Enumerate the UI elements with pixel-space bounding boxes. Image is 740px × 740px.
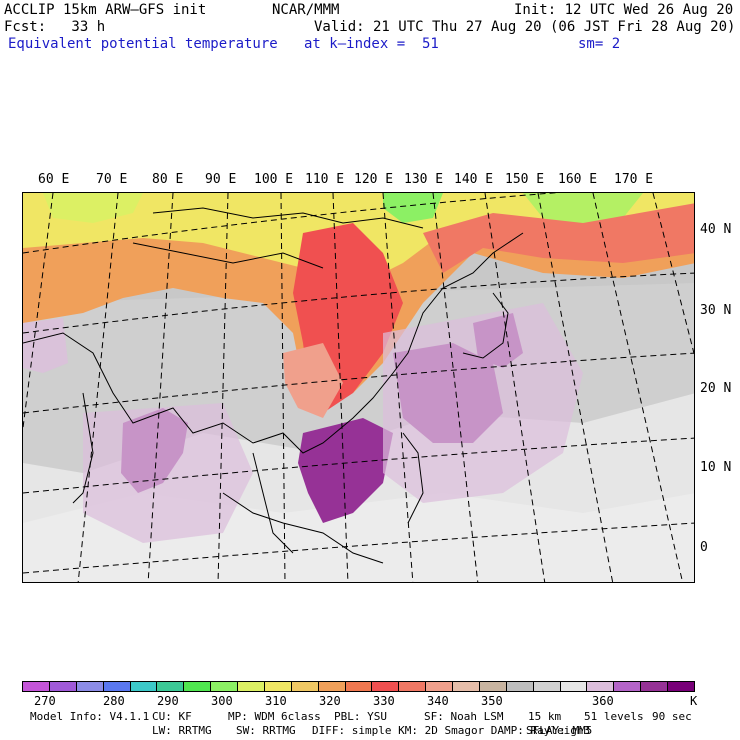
graticule <box>23 193 694 582</box>
colorbar-segment <box>614 682 642 691</box>
lon-label: 170 E <box>614 172 654 187</box>
lon-label: 80 E <box>152 172 184 187</box>
colorbar-tick: 320 <box>319 694 341 708</box>
colorbar-unit: K <box>690 694 698 708</box>
pbl-scheme: PBL: YSU <box>334 710 387 723</box>
colorbar-segment <box>479 682 507 691</box>
lon-label: 100 E <box>254 172 294 187</box>
lat-label: 20 N <box>700 381 732 396</box>
timestep: 90 sec <box>652 710 692 723</box>
colorbar-segment <box>23 682 50 691</box>
lilac-field <box>83 403 253 543</box>
colorbar-tick: 330 <box>373 694 395 708</box>
lon-label: 130 E <box>404 172 444 187</box>
theta-e-map <box>22 192 695 583</box>
colorbar-segment <box>76 682 104 691</box>
lilac-field <box>383 303 583 503</box>
colorbar-segment <box>453 682 480 691</box>
surface-layer: SFLAY: MM5 <box>526 724 593 737</box>
coastlines <box>23 207 524 564</box>
cu-scheme: CU: KF <box>152 710 192 723</box>
sf-scheme: SF: Noah LSM <box>424 710 504 723</box>
lilac-field <box>23 318 68 373</box>
colorbar-tick: 280 <box>103 694 125 708</box>
colorbar-segment <box>641 682 668 691</box>
lw-scheme: LW: RRTMG <box>152 724 212 737</box>
colorbar <box>22 681 695 692</box>
colorbar-segment <box>264 682 292 691</box>
lat-label: 30 N <box>700 303 732 318</box>
lat-label: 0 <box>700 540 708 555</box>
valid-time: Valid: 21 UTC Thu 27 Aug 20 (06 JST Fri … <box>314 19 736 35</box>
sw-scheme: SW: RRTMG <box>236 724 296 737</box>
colorbar-tick: 300 <box>211 694 233 708</box>
colorbar-segment <box>49 682 77 691</box>
colorbar-segment <box>130 682 158 691</box>
colorbar-segment <box>426 682 453 691</box>
lon-label: 120 E <box>354 172 394 187</box>
colorbar-tick: 270 <box>34 694 56 708</box>
lon-label: 60 E <box>38 172 70 187</box>
diffusion: DIFF: simple KM: 2D Smagor DAMP: Rayleig… <box>312 724 591 737</box>
colorbar-segment <box>157 682 185 691</box>
smoothing: sm= 2 <box>578 36 621 52</box>
colorbar-segment <box>211 682 238 691</box>
colorbar-segment <box>533 682 561 691</box>
lon-label: 110 E <box>305 172 345 187</box>
lon-label: 90 E <box>205 172 237 187</box>
colorbar-tick: 310 <box>265 694 287 708</box>
lon-label: 70 E <box>96 172 128 187</box>
colorbar-tick: 360 <box>592 694 614 708</box>
colorbar-segment <box>318 682 346 691</box>
model-title: ACCLIP 15km ARW–GFS init <box>4 2 207 18</box>
colorbar-segment <box>587 682 615 691</box>
colorbar-segment <box>372 682 400 691</box>
colorbar-segment <box>184 682 212 691</box>
colorbar-segment <box>506 682 534 691</box>
colorbar-tick: 350 <box>481 694 503 708</box>
colorbar-segment <box>103 682 131 691</box>
colorbar-segment <box>345 682 373 691</box>
level-index: at k–index = 51 <box>304 36 439 52</box>
colorbar-segment <box>399 682 427 691</box>
mp-scheme: MP: WDM 6class <box>228 710 321 723</box>
model-info: Model Info: V4.1.1 <box>30 710 150 723</box>
north-green-patch <box>43 193 143 223</box>
colorbar-tick: 340 <box>427 694 449 708</box>
salmon-patch <box>283 343 343 418</box>
variable-name: Equivalent potential temperature <box>8 36 278 52</box>
purple-scs <box>298 418 393 523</box>
center-name: NCAR/MMM <box>272 2 340 18</box>
forecast-hour: Fcst: 33 h <box>4 19 106 35</box>
init-time: Init: 12 UTC Wed 26 Aug 20 <box>514 2 734 18</box>
resolution: 15 km <box>528 710 562 723</box>
lon-label: 160 E <box>558 172 598 187</box>
colorbar-tick: 290 <box>157 694 179 708</box>
map-canvas <box>23 193 694 582</box>
lat-label: 40 N <box>700 222 732 237</box>
colorbar-segment <box>238 682 265 691</box>
north-green-patch <box>383 193 443 223</box>
colorbar-segment <box>668 682 694 691</box>
colorbar-segment <box>291 682 319 691</box>
colorbar-segment <box>560 682 588 691</box>
levels: 51 levels <box>584 710 644 723</box>
lon-label: 140 E <box>454 172 494 187</box>
red-band-east <box>423 203 694 273</box>
lat-label: 10 N <box>700 460 732 475</box>
lon-label: 150 E <box>505 172 545 187</box>
